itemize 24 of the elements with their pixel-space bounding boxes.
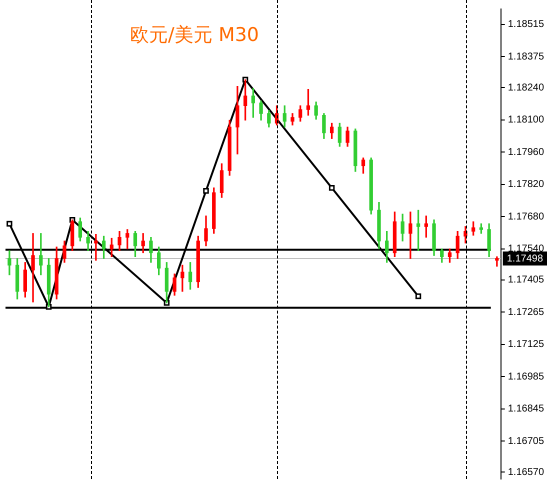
- y-tick-label: 1.17265: [508, 306, 544, 318]
- candlestick: [31, 233, 35, 302]
- y-tick-label: 1.18515: [508, 19, 544, 30]
- y-tick-label: 1.18375: [508, 51, 544, 62]
- y-tick-label: 1.18240: [508, 82, 544, 94]
- y-tick-label: 1.17960: [508, 146, 544, 158]
- ref-line-label: 1.17498: [506, 253, 544, 264]
- y-tick-label: 1.16705: [508, 436, 544, 447]
- point: [203, 188, 209, 194]
- text: 欧元/美元 M30: [130, 23, 260, 48]
- y-tick-label: 1.17125: [508, 339, 544, 350]
- point: [328, 184, 335, 191]
- y-tick-label: 1.16845: [508, 404, 544, 415]
- y-tick-label: 1.17820: [508, 179, 544, 190]
- y-tick-label: 1.16570: [508, 466, 544, 478]
- y-tick-label: 1.18100: [508, 114, 544, 126]
- y-tick-label: 1.17540: [508, 244, 544, 255]
- point: [6, 220, 12, 227]
- candlestick: [408, 212, 412, 259]
- y-tick-label: 1.16985: [508, 371, 544, 382]
- candlestick: [94, 234, 98, 261]
- y-tick-label: 1.17405: [508, 274, 544, 286]
- point: [415, 293, 422, 300]
- y-tick-label: 1.17680: [508, 211, 544, 222]
